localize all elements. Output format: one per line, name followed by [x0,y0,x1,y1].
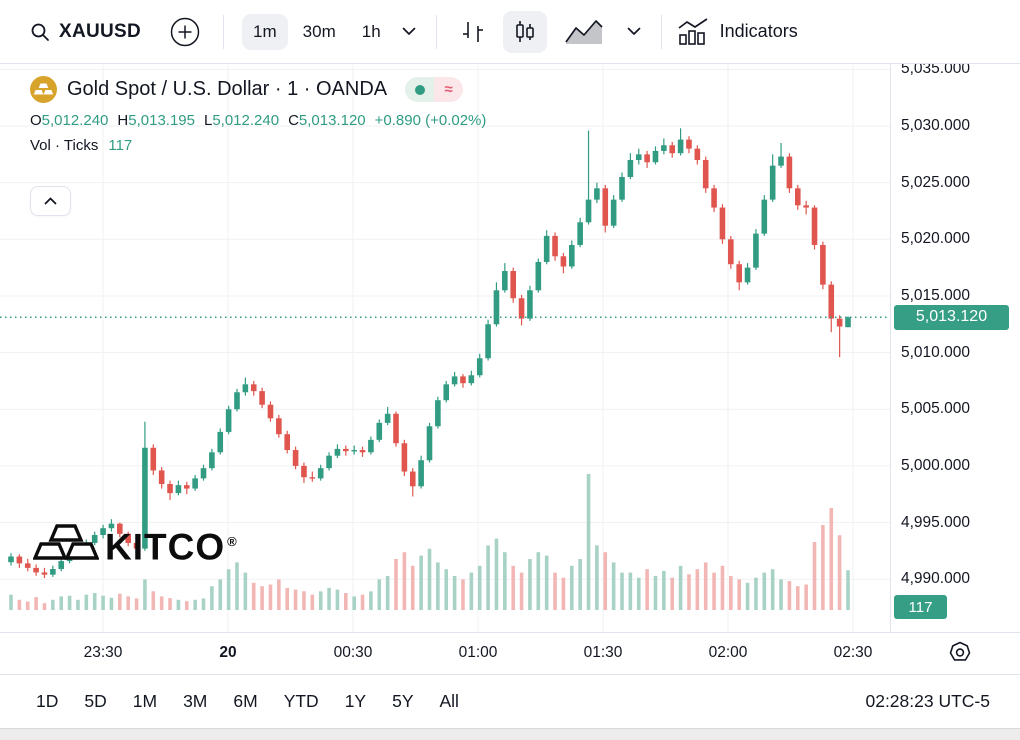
low-value: 5,012.240 [212,112,280,129]
price-axis-label: 5,025.000 [901,173,970,191]
candles-chart-icon [515,20,534,42]
price-axis-label: 5,005.000 [901,400,970,418]
range-1d-button[interactable]: 1D [36,691,59,711]
time-axis-label: 02:30 [833,644,873,661]
symbol-search[interactable]: XAUUSD [30,21,141,43]
time-axis[interactable]: 23:30 20 00:30 01:00 01:30 02:00 02:30 [0,632,1020,674]
chevron-down-icon [402,27,416,35]
dot-icon [414,84,425,95]
timeframe-menu-chevron[interactable] [396,21,422,42]
range-1m-button[interactable]: 1M [132,691,158,711]
timeframe-1m-button[interactable]: 1m [242,13,288,50]
volume-badge: 117 [894,595,947,619]
gear-icon [949,641,971,661]
last-price-tag: 5,013.120 [894,304,1009,330]
bottom-toolbar: 1D 5D 1M 3M 6M YTD 1Y 5Y All 02:28:23 UT… [0,674,1020,728]
range-5d-button[interactable]: 5D [84,691,107,711]
range-6m-button[interactable]: 6M [233,691,258,711]
chevron-up-icon [44,197,57,205]
ohlc-readout: O5,012.240 H5,013.195 L5,012.240 C5,013.… [30,112,487,129]
toggle-on-half[interactable] [405,77,435,102]
range-5y-button[interactable]: 5Y [392,691,414,711]
chart-style-candles-button[interactable] [502,10,547,53]
bars-chart-icon [462,21,483,42]
time-axis-label: 01:00 [458,644,498,661]
gold-symbol-icon [30,76,57,103]
kitco-watermark: KITCO ® [33,522,238,567]
change-value: +0.890 (+0.02%) [374,112,487,129]
compare-add-button[interactable] [169,16,201,48]
range-all-button[interactable]: All [439,691,459,711]
price-axis-label: 5,035.000 [901,64,970,78]
price-axis-label: 4,990.000 [901,570,970,588]
price-axis-label: 5,020.000 [901,230,970,248]
price-axis-label: 5,030.000 [901,117,970,134]
series-visibility-toggle[interactable]: ≈ [405,77,464,102]
time-axis-label: 02:00 [708,644,748,661]
gold-bars-icon [33,524,99,560]
timeframe-1h-button[interactable]: 1h [361,21,381,41]
time-axis-label: 00:30 [333,644,373,661]
timezone-clock[interactable]: 02:28:23 UTC-5 [865,691,990,711]
chevron-down-icon [627,27,641,35]
price-axis[interactable]: 5,013.120 117 5,035.000 5,030.000 5,025.00… [890,64,1020,632]
range-3m-button[interactable]: 3M [183,691,208,711]
toolbar-divider [435,14,437,49]
search-icon [31,23,49,41]
chart-style-area-button[interactable] [555,10,613,54]
kitco-logo-text: KITCO ® [105,526,238,568]
range-ytd-button[interactable]: YTD [283,691,319,711]
volume-readout: Vol · Ticks 117 [30,137,486,154]
date-range-buttons: 1D 5D 1M 3M 6M YTD 1Y 5Y All [0,685,465,718]
candlestick-chart[interactable] [0,64,890,632]
toggle-approx-half[interactable]: ≈ [434,77,464,102]
chart-style-menu-chevron[interactable] [621,21,647,42]
range-1y-button[interactable]: 1Y [344,691,367,711]
price-axis-label: 4,995.000 [901,513,970,531]
high-value: 5,013.195 [128,112,195,129]
close-value: 5,013.120 [298,112,366,129]
registered-mark: ® [227,534,238,549]
area-chart-icon [564,19,603,44]
volume-label: Vol · Ticks [30,137,99,154]
price-axis-label: 5,015.000 [901,286,970,304]
price-axis-label: 5,010.000 [901,343,970,361]
symbol-title[interactable]: Gold Spot / U.S. Dollar · 1 · OANDA [67,78,388,100]
legend-collapse-button[interactable] [30,186,71,216]
time-axis-label: 01:30 [583,644,623,661]
volume-value: 117 [108,137,133,154]
toolbar-divider [223,14,225,49]
chart-style-bars-button[interactable] [451,11,495,53]
symbol-name: XAUUSD [59,20,142,42]
price-axis-label: 5,000.000 [901,456,970,474]
plus-circle-icon [170,17,200,46]
time-axis-label: 23:30 [83,644,123,661]
axis-settings-button[interactable] [948,641,972,670]
indicators-label: Indicators [719,21,798,41]
page-background-strip [0,728,1020,740]
indicators-button[interactable]: Indicators [676,17,798,46]
toolbar-divider [660,14,662,49]
open-value: 5,012.240 [41,112,109,129]
indicators-icon [678,17,708,45]
approx-icon: ≈ [444,81,453,98]
time-axis-label: 20 [219,644,237,661]
timeframe-30m-button[interactable]: 30m [302,21,336,41]
chart-legend: Gold Spot / U.S. Dollar · 1 · OANDA ≈ O5… [30,76,486,154]
top-toolbar: XAUUSD 1m 30m 1h [0,0,1020,64]
chart-pane[interactable]: KITCO ® Gold Spot / U.S. Dollar · 1 · OAN… [0,64,890,632]
